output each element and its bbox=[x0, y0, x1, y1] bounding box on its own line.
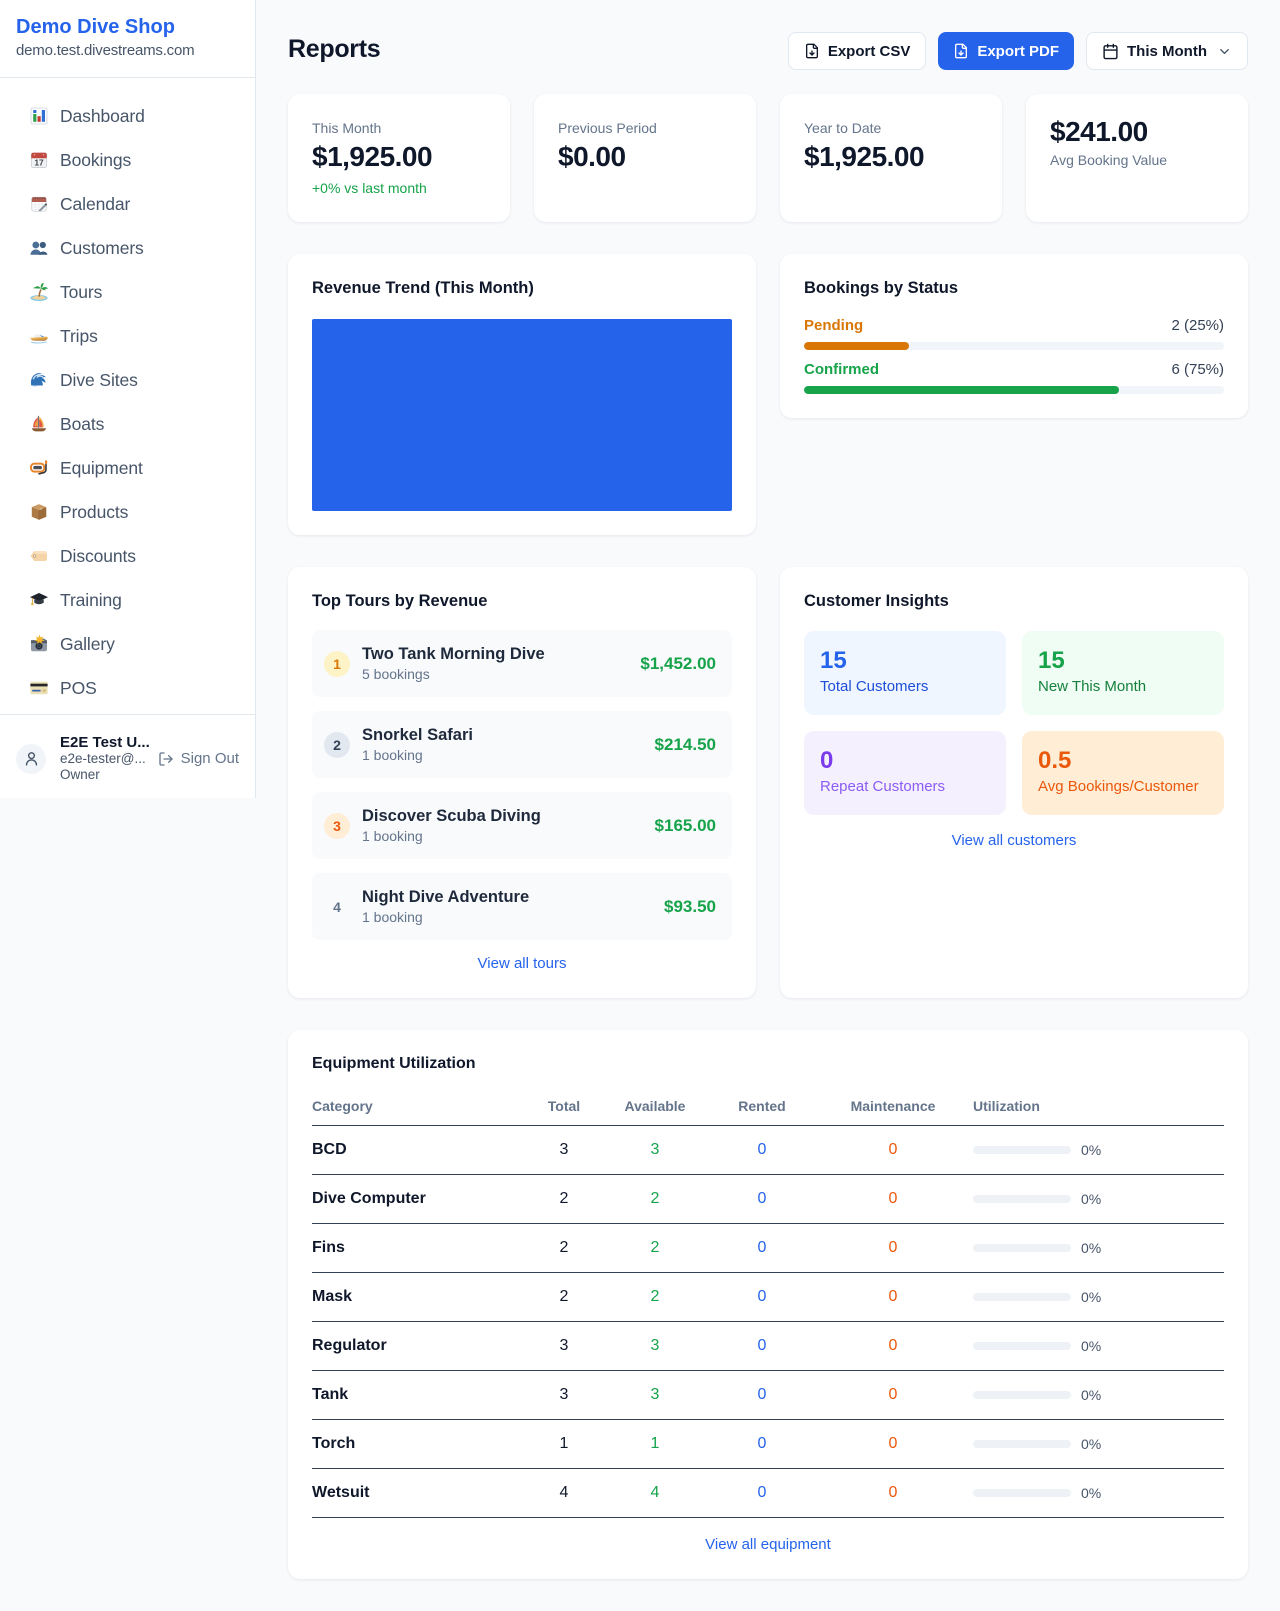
svg-text:17: 17 bbox=[34, 158, 44, 168]
